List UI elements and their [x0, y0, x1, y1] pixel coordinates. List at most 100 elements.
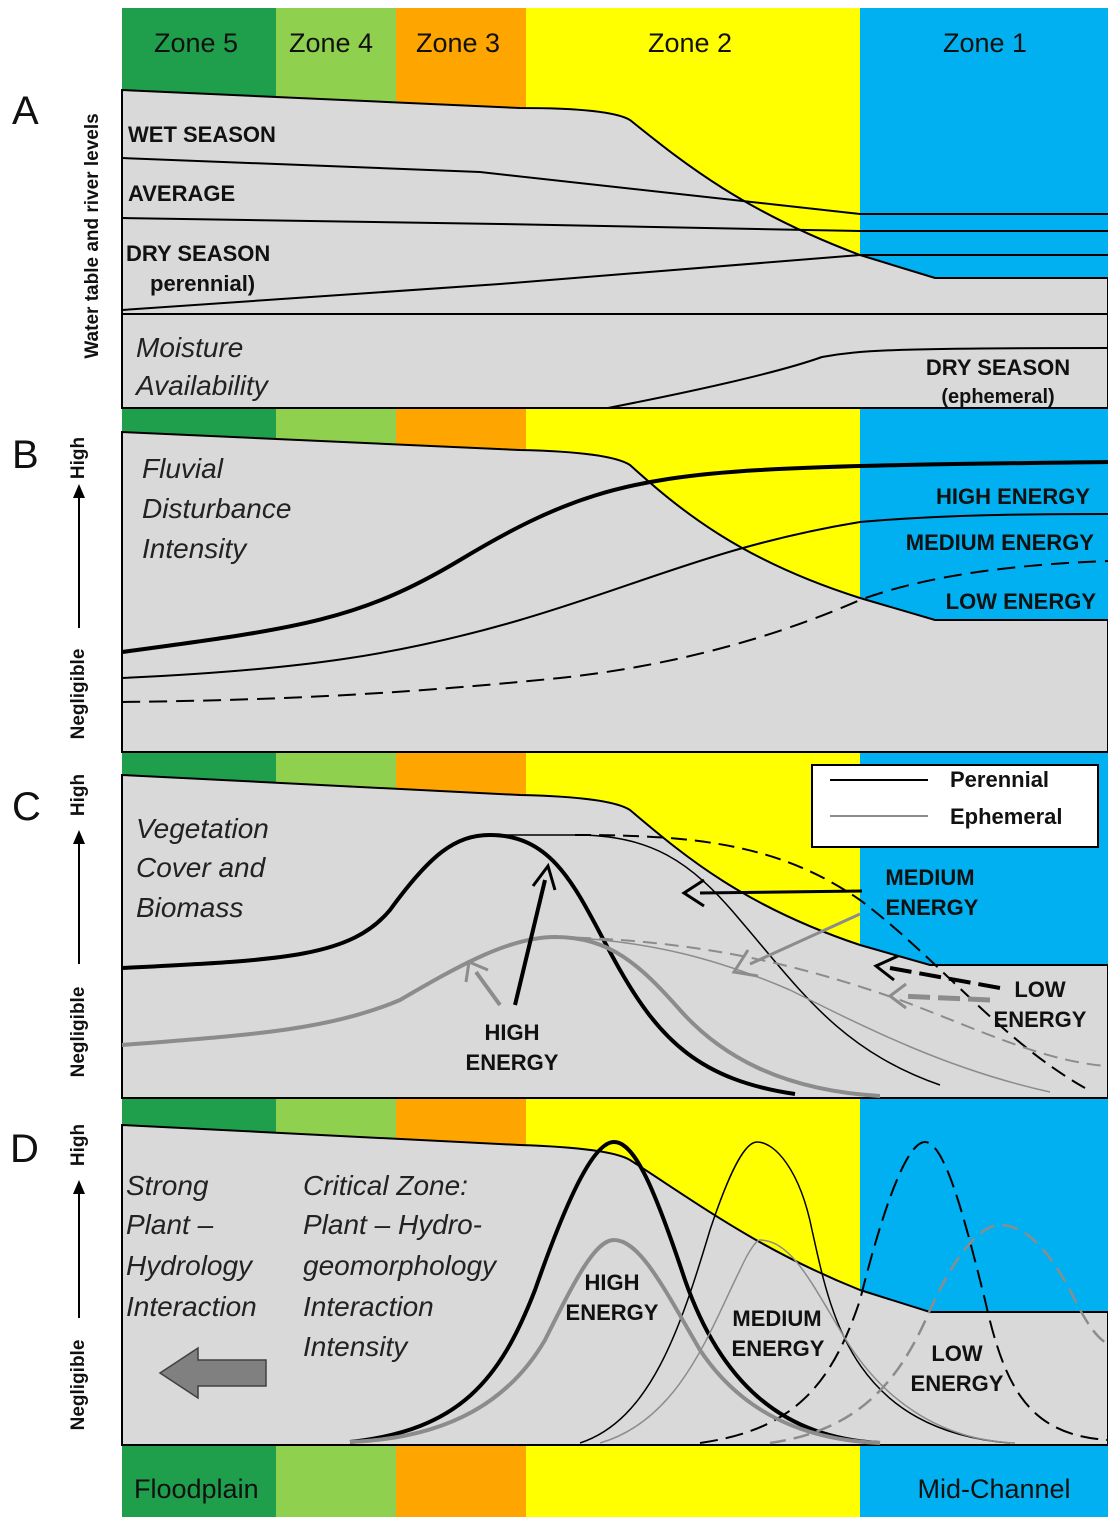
biomass-label: Biomass: [136, 892, 243, 923]
low-energy-label-d2: ENERGY: [911, 1371, 1004, 1396]
high-perennial-arrow: [513, 879, 547, 1006]
low-ephemeral-arrowhead: [887, 982, 907, 1010]
high-perennial-arrowhead: [531, 862, 557, 891]
intensity-label: Intensity: [142, 533, 248, 564]
panel-b: B High Negligible Fluvial Disturbance In…: [12, 430, 1108, 753]
ephemeral-medium-energy-peak: [599, 1239, 1016, 1444]
low-ephemeral-arrow: [899, 993, 991, 1003]
panel-a-axis-label: Water table and river levels: [82, 113, 103, 358]
legend-perennial-label: Perennial: [950, 767, 1049, 792]
panel-c-axis-negligible: Negligible: [68, 987, 89, 1078]
medium-energy-label-c2: ENERGY: [886, 895, 979, 920]
perennial-medium-energy-peak: [579, 1141, 1011, 1444]
high-energy-label-d2: ENERGY: [566, 1300, 659, 1325]
panel-c: C High Negligible: [12, 764, 1108, 1099]
medium-energy-label-d1: MEDIUM: [732, 1306, 821, 1331]
low-energy-label-d1: LOW: [931, 1341, 983, 1366]
zone3-label: Zone 3: [416, 28, 500, 58]
zone5-label: Zone 5: [154, 28, 238, 58]
panel-a-letter: A: [12, 89, 39, 133]
high-ephemeral-arrow: [474, 970, 502, 1007]
panel-b-axis-high: High: [68, 437, 89, 479]
high-energy-label-d1: HIGH: [585, 1270, 640, 1295]
high-energy-disturbance-curve: [121, 460, 1108, 654]
strong-label: Strong: [126, 1170, 209, 1201]
mid-channel-label: Mid-Channel: [917, 1474, 1070, 1504]
high-energy-label-c2: ENERGY: [466, 1050, 559, 1075]
panel-d-axis: High Negligible: [68, 1124, 89, 1431]
medium-perennial-arrow: [699, 889, 863, 895]
panel-b-axis-negligible: Negligible: [68, 649, 89, 740]
medium-energy-label-d2: ENERGY: [732, 1336, 825, 1361]
zone2-label: Zone 2: [648, 28, 732, 58]
hydrology-label: Hydrology: [126, 1250, 254, 1281]
panel-a-gray-area: [121, 88, 1108, 409]
panel-c-letter: C: [12, 785, 41, 829]
zone1-label: Zone 1: [943, 28, 1027, 58]
panel-b-gray-area: [121, 430, 1108, 753]
ephemeral-label: (ephemeral): [941, 386, 1054, 408]
plant-hydro-label: Plant – Hydro-: [303, 1209, 482, 1240]
perennial-high-energy-curve: [121, 832, 796, 1096]
critical-interaction-label: Interaction: [303, 1291, 434, 1322]
ephemeral-low-energy-peak: [769, 1223, 1108, 1445]
low-energy-disturbance-curve: [121, 560, 1108, 703]
panel-b-letter: B: [12, 433, 39, 477]
low-energy-label-c1: LOW: [1014, 977, 1066, 1002]
panel-b-axis: High Negligible: [68, 437, 89, 740]
panel-d-letter: D: [10, 1127, 39, 1171]
legend-ephemeral-label: Ephemeral: [950, 804, 1063, 829]
perennial-medium-energy-curve: [495, 834, 941, 1086]
low-perennial-arrow: [889, 966, 1001, 990]
medium-perennial-arrowhead: [681, 878, 705, 908]
dry-season-ephemeral-label: DRY SEASON: [926, 355, 1070, 380]
low-energy-label: LOW ENERGY: [946, 589, 1097, 614]
cover-and-label: Cover and: [136, 852, 267, 883]
dry-season-perennial-line: [121, 254, 1108, 311]
medium-energy-disturbance-curve: [121, 513, 1108, 679]
medium-energy-label: MEDIUM ENERGY: [906, 530, 1095, 555]
perennial-high-energy-peak: [349, 1139, 881, 1445]
panel-b-arrowhead: [73, 484, 85, 498]
fluvial-label: Fluvial: [142, 453, 224, 484]
perennial-low-energy-curve: [574, 834, 1086, 1089]
critical-zone-label: Critical Zone:: [303, 1170, 468, 1201]
ephemeral-medium-energy-curve: [554, 936, 1051, 1093]
perennial-label: perennial): [150, 271, 255, 296]
high-ephemeral-arrowhead: [464, 959, 489, 983]
wet-season-label: WET SEASON: [128, 122, 276, 147]
vegetation-label: Vegetation: [136, 813, 269, 844]
medium-ephemeral-arrowhead: [731, 949, 759, 978]
medium-ephemeral-arrow: [749, 912, 861, 966]
low-energy-label-c2: ENERGY: [994, 1007, 1087, 1032]
ephemeral-low-energy-curve: [554, 936, 1106, 1067]
zone4-label: Zone 4: [289, 28, 373, 58]
dry-season-ephemeral-line: [607, 347, 1108, 409]
dry-season-label: DRY SEASON: [126, 241, 270, 266]
zone1-band: [860, 8, 1108, 1517]
plant-label: Plant –: [126, 1209, 214, 1240]
wet-season-line: [121, 157, 1108, 215]
panel-d-axis-high: High: [68, 1124, 89, 1166]
moisture-label: Moisture: [136, 332, 243, 363]
ephemeral-high-energy-curve: [121, 934, 881, 1098]
interaction-label: Interaction: [126, 1291, 257, 1322]
floodplain-direction-arrow: [158, 1346, 267, 1400]
geomorphology-label: geomorphology: [303, 1250, 498, 1281]
high-energy-label-c1: HIGH: [485, 1020, 540, 1045]
panel-c-arrowhead: [73, 830, 85, 844]
panel-c-axis: High Negligible: [68, 774, 89, 1078]
critical-intensity-label: Intensity: [303, 1331, 409, 1362]
panel-d-axis-negligible: Negligible: [68, 1340, 89, 1431]
panel-c-legend: Perennial Ephemeral: [811, 764, 1099, 848]
medium-energy-label-c1: MEDIUM: [885, 865, 974, 890]
panel-a: A Water table and river levels WET SEASO…: [12, 88, 1108, 409]
floodplain-label: Floodplain: [134, 1474, 259, 1504]
average-line: [121, 217, 1108, 232]
panel-c-gray-area: [121, 773, 1108, 1099]
perennial-low-energy-peak: [699, 1140, 1108, 1444]
panel-c-arrows: [464, 862, 1001, 1010]
panel-c-axis-high: High: [68, 774, 89, 816]
availability-label: Availability: [134, 370, 270, 401]
